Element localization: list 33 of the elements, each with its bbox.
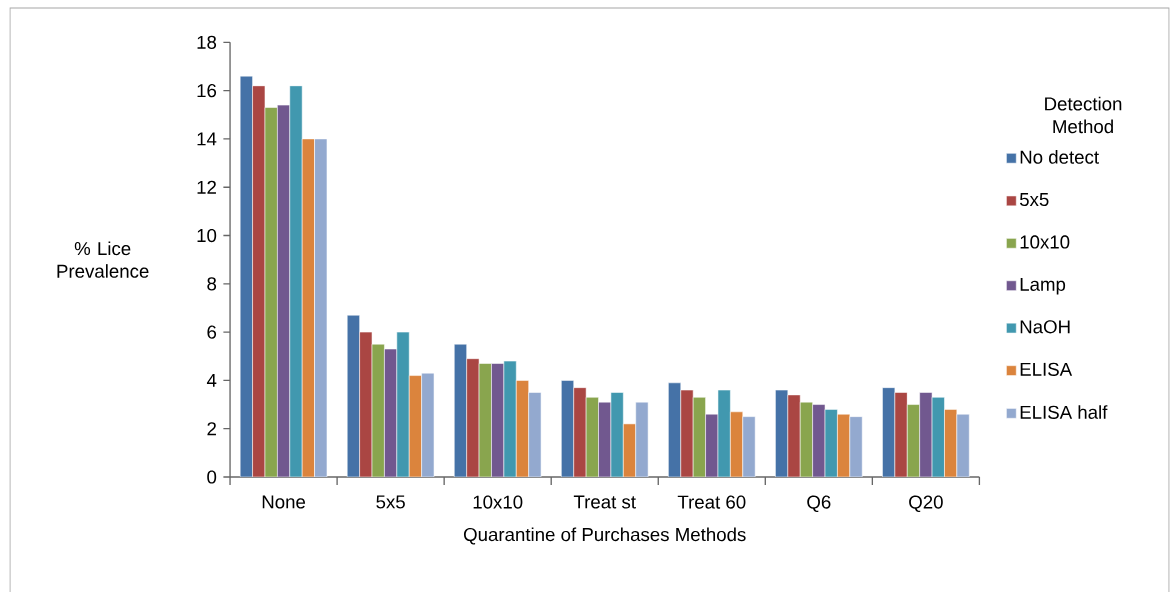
- y-tick-label: 2: [207, 422, 216, 436]
- x-tick-label: Treat 60: [677, 495, 746, 509]
- y-tick-label: 14: [197, 132, 217, 146]
- bar: [396, 331, 410, 477]
- x-tick-label: 5x5: [376, 495, 405, 509]
- legend-label: ELISA half: [1020, 405, 1108, 419]
- legend-title: Detection Method: [1045, 96, 1122, 134]
- x-tick-label: Q6: [807, 495, 831, 513]
- y-axis-title: % Lice Prevalence: [57, 241, 149, 278]
- bar: [680, 389, 694, 477]
- y-tick-label: 12: [197, 180, 216, 194]
- y-tick-label: 4: [206, 373, 217, 387]
- x-tick-label: Q20: [909, 495, 943, 513]
- y-tick-label: 16: [197, 84, 217, 98]
- legend-label: 10x10: [1020, 235, 1070, 249]
- legend-label: 5x5: [1019, 193, 1049, 207]
- legend-label: No detect: [1020, 150, 1099, 164]
- y-tick-label: 8: [207, 277, 217, 291]
- y-tick-label: 6: [207, 325, 217, 339]
- legend-label: NaOH: [1020, 320, 1070, 334]
- x-tick-label: 10x10: [473, 495, 523, 509]
- y-tick-label: 18: [197, 35, 217, 49]
- x-tick-label: None: [262, 495, 306, 509]
- bar: [849, 416, 863, 477]
- bar: [289, 85, 303, 477]
- x-tick-label: Treat st: [573, 495, 636, 509]
- x-axis-title: Quarantine of Purchases Methods: [463, 527, 746, 545]
- y-tick-label: 10: [197, 228, 217, 243]
- bar: [742, 416, 756, 477]
- y-tick-label: 0: [207, 470, 217, 484]
- bar: [787, 394, 801, 477]
- legend-label: Lamp: [1020, 277, 1066, 295]
- legend-label: ELISA: [1020, 362, 1073, 376]
